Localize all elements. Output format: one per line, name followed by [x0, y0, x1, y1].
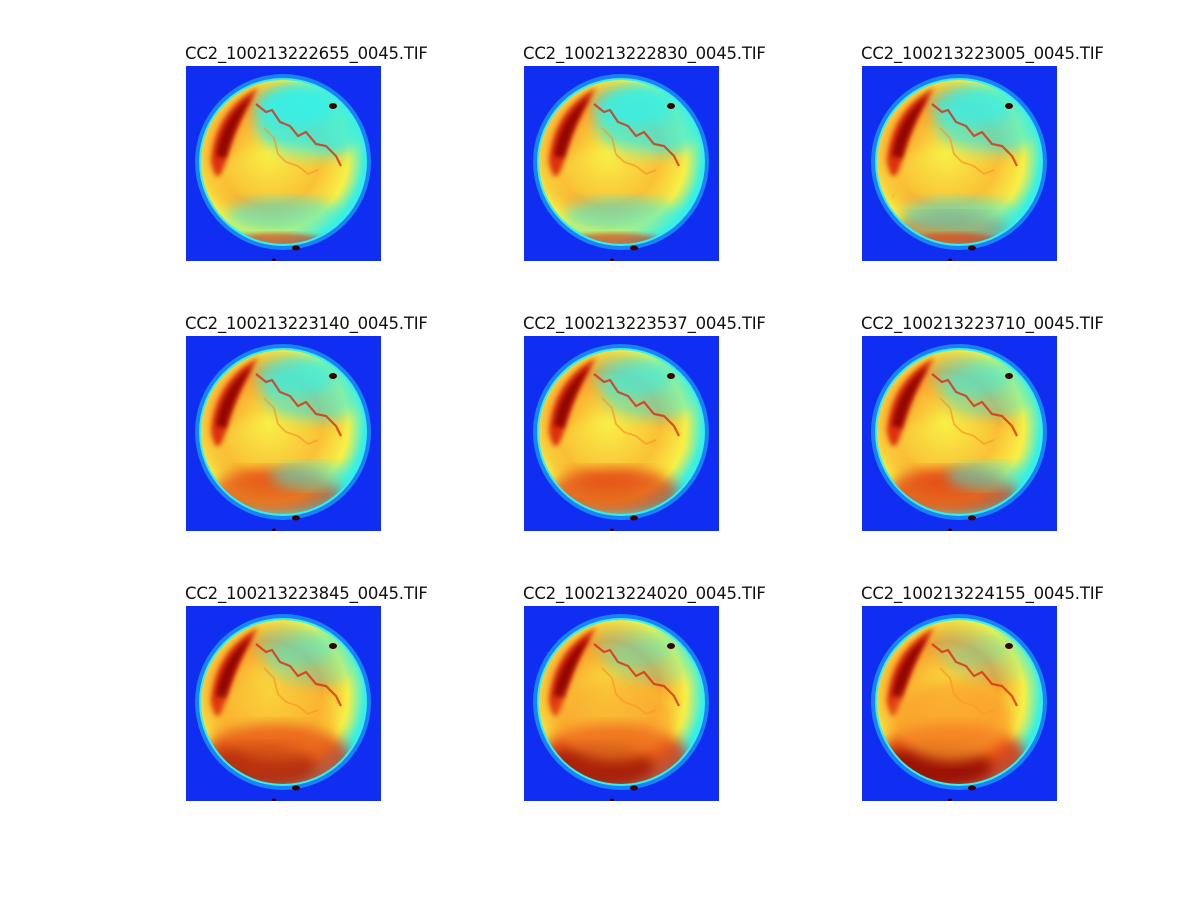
dark-spot — [667, 373, 675, 379]
false-color-sky-image — [862, 66, 1057, 261]
false-color-sky-image — [186, 606, 381, 801]
dark-spot — [329, 643, 337, 649]
dark-spot — [329, 103, 337, 109]
false-color-sky-image — [524, 66, 719, 261]
dark-spot — [968, 515, 976, 521]
sky-image — [862, 336, 1057, 531]
dark-spot — [630, 245, 638, 251]
panel-title: CC2_100213223845_0045.TIF — [185, 584, 428, 603]
dark-spot — [968, 245, 976, 251]
panel-title: CC2_100213224155_0045.TIF — [861, 584, 1104, 603]
sky-image — [186, 336, 381, 531]
false-color-sky-image — [186, 336, 381, 531]
sky-image — [186, 606, 381, 801]
false-color-sky-image — [186, 66, 381, 261]
dark-spot — [630, 785, 638, 791]
dark-spot — [630, 515, 638, 521]
dark-spot — [1005, 103, 1013, 109]
dark-spot — [667, 643, 675, 649]
sky-image — [186, 66, 381, 261]
dark-spot — [968, 785, 976, 791]
sky-image — [862, 66, 1057, 261]
panel-title: CC2_100213224020_0045.TIF — [523, 584, 766, 603]
panel-title: CC2_100213222655_0045.TIF — [185, 44, 428, 63]
panel-title: CC2_100213223710_0045.TIF — [861, 314, 1104, 333]
dark-spot — [292, 515, 300, 521]
panel-title: CC2_100213223005_0045.TIF — [861, 44, 1104, 63]
false-color-sky-image — [862, 606, 1057, 801]
sky-image — [524, 336, 719, 531]
false-color-sky-image — [524, 606, 719, 801]
sky-image — [524, 606, 719, 801]
dark-spot — [667, 103, 675, 109]
sky-image — [524, 66, 719, 261]
panel-title: CC2_100213223140_0045.TIF — [185, 314, 428, 333]
panel-title: CC2_100213223537_0045.TIF — [523, 314, 766, 333]
dark-spot — [292, 245, 300, 251]
false-color-sky-image — [862, 336, 1057, 531]
sky-image — [862, 606, 1057, 801]
dark-spot — [329, 373, 337, 379]
panel-title: CC2_100213222830_0045.TIF — [523, 44, 766, 63]
dark-spot — [292, 785, 300, 791]
dark-spot — [1005, 373, 1013, 379]
false-color-sky-image — [524, 336, 719, 531]
dark-spot — [1005, 643, 1013, 649]
